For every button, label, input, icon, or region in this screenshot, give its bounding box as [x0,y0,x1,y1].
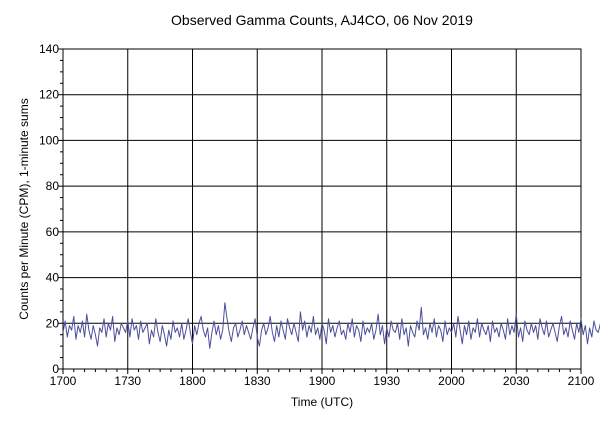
series-line [62,302,600,349]
x-tick-label: 1730 [114,374,141,388]
x-tick-label: 1700 [50,374,77,388]
x-tick-label: 2030 [503,374,530,388]
y-tick-label: 20 [46,316,60,330]
y-axis-title: Counts per Minute (CPM), 1-minute sums [17,98,31,319]
series-layer [62,302,600,349]
y-tick-label: 60 [46,225,60,239]
y-tick-label: 120 [39,88,59,102]
x-tick-label: 2000 [438,374,465,388]
chart-title: Observed Gamma Counts, AJ4CO, 06 Nov 201… [171,12,473,28]
x-axis-title: Time (UTC) [291,395,353,409]
y-tick-label: 0 [52,362,59,376]
x-tick-labels: 1700 1730 1800 1830 1900 1930 2000 2030 2100 [50,374,595,388]
x-tick-label: 1800 [179,374,206,388]
y-tick-label: 40 [46,271,60,285]
x-tick-label: 1830 [244,374,271,388]
y-tick-label: 100 [39,133,59,147]
y-tick-label: 140 [39,42,59,56]
x-tick-label: 1930 [373,374,400,388]
y-tick-labels: 0 20 40 60 80 100 120 140 [39,42,59,376]
y-tick-label: 80 [46,179,60,193]
minor-ticks [58,48,582,374]
x-tick-label: 1900 [309,374,336,388]
x-tick-label: 2100 [568,374,595,388]
